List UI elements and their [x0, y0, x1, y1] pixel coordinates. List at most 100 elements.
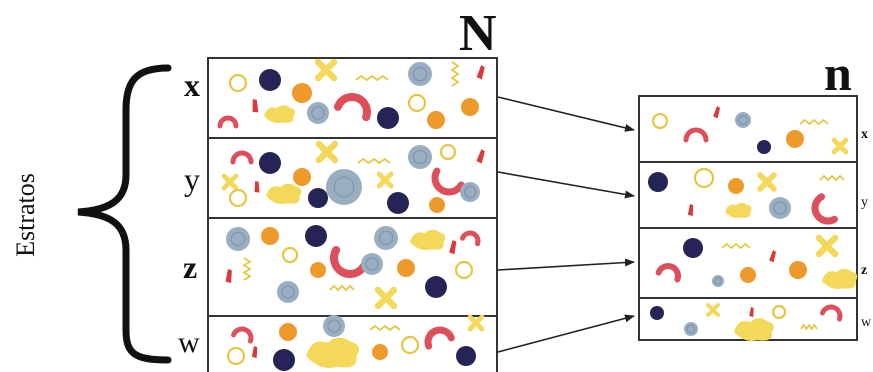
yellow-cross-b-67	[374, 286, 398, 310]
gray-dot-ring-44	[463, 185, 477, 199]
gray-dot-ring-12	[311, 106, 325, 120]
red-arc-74	[424, 326, 455, 350]
gray-dot-ring-34	[333, 176, 355, 198]
population-stratum-z	[207, 217, 498, 317]
decorative-shapes	[217, 58, 858, 371]
yellow-zigzag-4	[355, 74, 389, 82]
population-stratum-label-x: x	[184, 67, 200, 103]
population-stratum-label-z: z	[183, 249, 197, 285]
yellow-cross-b-3	[314, 58, 338, 82]
gray-dot-ring-65	[281, 285, 295, 299]
sample-stratum-label-x: x	[861, 127, 868, 142]
arrow-y	[497, 171, 635, 199]
yellow-ring-0	[228, 73, 248, 93]
gray-dot-50	[374, 226, 398, 250]
navy-dot-94	[648, 172, 668, 192]
gray-dot-64	[277, 281, 299, 303]
navy-dot-68	[425, 276, 447, 298]
gray-dot-25	[408, 145, 432, 169]
gray-dot-71	[323, 315, 345, 337]
orange-dot-70	[279, 323, 297, 341]
orange-dot-19	[461, 98, 479, 116]
gray-dot-57	[361, 253, 383, 275]
red-wedge-31	[254, 181, 260, 193]
yellow-zigzag-99	[819, 174, 845, 182]
gray-dot-43	[460, 182, 480, 202]
yellow-blob-115	[822, 268, 858, 289]
gray-dot-ring-51	[378, 230, 394, 246]
gray-dot-5	[408, 62, 432, 86]
sample-stratum-z	[638, 227, 858, 299]
yellow-zigzag-88	[799, 118, 829, 126]
red-wedge-28	[476, 149, 485, 164]
navy-dot-1	[259, 69, 281, 91]
red-wedge-62	[225, 269, 232, 283]
navy-dot-79	[273, 349, 295, 371]
yellow-zigzag-106	[721, 242, 751, 250]
strata-brace	[77, 64, 172, 364]
red-wedge-53	[449, 240, 457, 255]
navy-dot-116	[650, 306, 664, 320]
gray-dot-ring-112	[714, 277, 722, 285]
yellow-ring-82	[400, 335, 420, 355]
population-stratum-label-y: y	[184, 161, 200, 197]
yellow-ring-95	[693, 167, 715, 189]
gray-dot-ring-123	[686, 324, 696, 334]
yellow-vzigzag-61	[242, 257, 252, 281]
gray-dot-33	[326, 169, 362, 205]
sample-stratum-label-y: y	[861, 195, 868, 210]
red-arc-20	[230, 150, 254, 165]
orange-dot-32	[293, 168, 311, 186]
yellow-cross-b-93	[831, 137, 849, 155]
red-arc-110	[655, 263, 681, 283]
population-box	[207, 57, 498, 372]
gray-dot-ring-103	[773, 201, 787, 215]
yellow-ring-14	[407, 93, 427, 113]
red-arc-49	[330, 246, 368, 278]
navy-dot-90	[757, 140, 771, 154]
orange-dot-42	[429, 197, 445, 213]
strata-title: Estratos	[11, 173, 40, 257]
sample-stratum-label-z: z	[861, 263, 867, 278]
red-wedge-85	[713, 106, 721, 119]
gray-dot-11	[307, 102, 329, 124]
yellow-zigzag-63	[329, 284, 355, 292]
sample-stratum-label-w: w	[861, 315, 872, 330]
yellow-cross-b-98	[757, 172, 777, 192]
gray-dot-ring-6	[412, 66, 428, 82]
orange-dot-81	[372, 344, 388, 360]
gray-dot-ring-72	[327, 319, 341, 333]
yellow-blob-101	[725, 202, 752, 218]
orange-dot-10	[292, 83, 312, 103]
arrow-x	[497, 96, 635, 132]
sample-box	[638, 95, 858, 341]
gray-dot-45	[226, 227, 250, 251]
navy-dot-40	[308, 188, 328, 208]
yellow-zigzag-125	[800, 323, 818, 331]
yellow-ring-55	[281, 246, 299, 264]
gray-dot-86	[735, 112, 751, 128]
arrow-z	[497, 258, 635, 271]
gray-dot-122	[684, 322, 698, 336]
orange-dot-47	[261, 227, 279, 245]
red-wedge-9	[252, 99, 259, 113]
gray-dot-ring-26	[412, 149, 428, 165]
yellow-cross-b-118	[706, 303, 720, 317]
arrow-w	[497, 314, 635, 353]
yellow-blob-17	[263, 105, 295, 123]
orange-dot-114	[789, 261, 807, 279]
navy-dot-105	[683, 238, 703, 258]
gray-dot-ring-58	[365, 257, 379, 271]
yellow-cross-b-109	[815, 234, 839, 258]
yellow-cross-b-30	[221, 173, 239, 191]
yellow-cross-b-76	[467, 314, 485, 332]
yellow-vzigzag-7	[450, 61, 460, 87]
gray-dot-ring-46	[230, 231, 246, 247]
orange-dot-18	[427, 111, 445, 129]
population-label: N	[459, 5, 497, 62]
yellow-ring-60	[454, 260, 474, 280]
red-wedge-100	[687, 204, 694, 216]
red-arc-121	[820, 304, 843, 322]
orange-dot-113	[740, 267, 756, 283]
